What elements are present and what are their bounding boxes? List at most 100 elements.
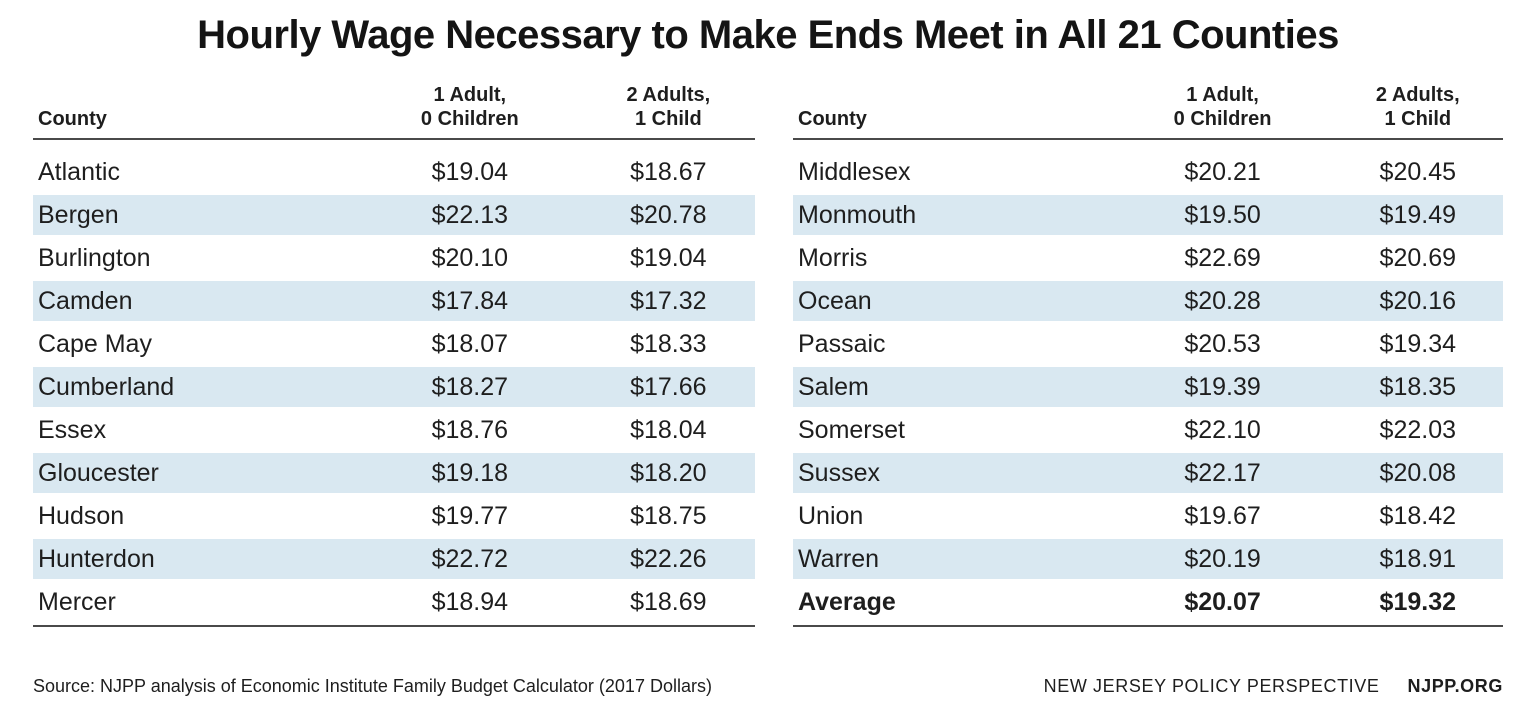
- wage-cell: $20.19: [1184, 544, 1261, 573]
- county-cell: Ocean: [798, 286, 872, 315]
- wage-cell: $18.20: [630, 458, 707, 487]
- wage-cell: $20.45: [1379, 157, 1457, 186]
- table-row: Hudson $19.77 $18.75: [33, 496, 755, 536]
- tables-container: County 1 Adult, 0 Children 2 Adults, 1 C…: [33, 83, 1503, 627]
- table-row: Sussex $22.17 $20.08: [793, 453, 1503, 493]
- wage-cell: $19.49: [1379, 200, 1457, 229]
- county-cell: Union: [798, 501, 864, 530]
- table-row: Gloucester $19.18 $18.20: [33, 453, 755, 493]
- wage-cell: $18.27: [431, 372, 509, 401]
- county-cell: Passaic: [798, 329, 886, 358]
- table-row: Cumberland $18.27 $17.66: [33, 367, 755, 407]
- wage-cell: $18.35: [1379, 372, 1457, 401]
- header-county: County: [798, 108, 867, 130]
- wage-cell: $19.77: [431, 501, 509, 530]
- wage-cell: $19.18: [431, 458, 509, 487]
- wage-cell: $18.75: [630, 501, 707, 530]
- wage-cell: $20.10: [431, 243, 509, 272]
- county-cell: Cape May: [38, 329, 152, 358]
- county-cell: Camden: [38, 286, 133, 315]
- county-cell: Mercer: [38, 587, 116, 616]
- wage-cell: $17.66: [630, 372, 707, 401]
- source-note: Source: NJPP analysis of Economic Instit…: [33, 676, 712, 696]
- wage-cell: $22.69: [1184, 243, 1261, 272]
- wage-cell: $17.84: [431, 286, 509, 315]
- wage-cell: $20.08: [1379, 458, 1457, 487]
- wage-cell: $18.91: [1379, 544, 1457, 573]
- wage-cell: $18.94: [431, 587, 509, 616]
- wage-cell: $19.50: [1184, 200, 1261, 229]
- wage-cell: $18.04: [630, 415, 707, 444]
- footer-branding: NEW JERSEY POLICY PERSPECTIVE NJPP.ORG: [1044, 676, 1503, 697]
- table-body: Middlesex $20.21 $20.45 Monmouth $19.50 $19.4…: [793, 152, 1503, 627]
- county-cell: Bergen: [38, 200, 119, 229]
- county-cell: Sussex: [798, 458, 880, 487]
- wage-cell: $20.78: [630, 200, 707, 229]
- county-cell: Somerset: [798, 415, 905, 444]
- county-cell: Hunterdon: [38, 544, 155, 573]
- wage-cell: $22.26: [630, 544, 707, 573]
- county-cell: Cumberland: [38, 372, 175, 401]
- county-cell: Atlantic: [38, 157, 120, 186]
- table-row: Mercer $18.94 $18.69: [33, 582, 755, 622]
- wage-cell: $22.17: [1184, 458, 1261, 487]
- county-cell: Middlesex: [798, 157, 911, 186]
- wage-cell: $22.03: [1379, 415, 1457, 444]
- table-row: Burlington $20.10 $19.04: [33, 238, 755, 278]
- wage-cell: $18.33: [630, 329, 707, 358]
- wage-cell: $22.13: [431, 200, 509, 229]
- table-row: Passaic $20.53 $19.34: [793, 324, 1503, 364]
- county-cell: Morris: [798, 243, 868, 272]
- wage-cell: $18.76: [431, 415, 509, 444]
- wage-cell: $18.07: [431, 329, 509, 358]
- county-cell: Hudson: [38, 501, 125, 530]
- table-row: Ocean $20.28 $20.16: [793, 281, 1503, 321]
- wage-cell: $22.72: [431, 544, 509, 573]
- org-website: NJPP.ORG: [1407, 676, 1503, 696]
- wage-cell: $19.34: [1379, 329, 1457, 358]
- county-cell: Burlington: [38, 243, 151, 272]
- wage-cell: $20.21: [1184, 157, 1261, 186]
- wage-cell: $17.32: [630, 286, 707, 315]
- footer: Source: NJPP analysis of Economic Instit…: [33, 676, 1503, 697]
- county-cell: Essex: [38, 415, 107, 444]
- wage-cell: $19.67: [1184, 501, 1261, 530]
- county-cell: Gloucester: [38, 458, 159, 487]
- county-cell: Salem: [798, 372, 869, 401]
- wage-cell: $20.07: [1184, 587, 1261, 616]
- wage-table-left: County 1 Adult, 0 Children 2 Adults, 1 C…: [33, 83, 755, 627]
- wage-table-right: County 1 Adult, 0 Children 2 Adults, 1 C…: [793, 83, 1503, 627]
- table-row: Middlesex $20.21 $20.45: [793, 152, 1503, 192]
- wage-cell: $22.10: [1184, 415, 1261, 444]
- table-row: Camden $17.84 $17.32: [33, 281, 755, 321]
- table-row: Union $19.67 $18.42: [793, 496, 1503, 536]
- header-2-adults-1-child: 2 Adults, 1 Child: [626, 84, 711, 130]
- wage-cell: $19.04: [630, 243, 707, 272]
- wage-cell: $20.28: [1184, 286, 1261, 315]
- county-cell: Warren: [798, 544, 880, 573]
- table-row: Salem $19.39 $18.35: [793, 367, 1503, 407]
- table-row: Monmouth $19.50 $19.49: [793, 195, 1503, 235]
- chart-title: Hourly Wage Necessary to Make Ends Meet …: [197, 13, 1339, 57]
- header-county: County: [38, 108, 107, 130]
- county-cell: Average: [798, 587, 896, 616]
- table-row: Bergen $22.13 $20.78: [33, 195, 755, 235]
- table-row: Warren $20.19 $18.91: [793, 539, 1503, 579]
- wage-cell: $20.16: [1379, 286, 1457, 315]
- table-row: Hunterdon $22.72 $22.26: [33, 539, 755, 579]
- wage-cell: $18.67: [630, 157, 707, 186]
- org-name: NEW JERSEY POLICY PERSPECTIVE: [1043, 676, 1380, 696]
- infographic-root: Hourly Wage Necessary to Make Ends Meet …: [0, 13, 1536, 697]
- wage-cell: $19.04: [431, 157, 509, 186]
- header-1-adult-0-children: 1 Adult, 0 Children: [420, 84, 519, 130]
- table-header: County 1 Adult, 0 Children 2 Adults, 1 C…: [793, 83, 1503, 140]
- wage-cell: $19.32: [1379, 587, 1457, 616]
- table-row: Average $20.07 $19.32: [793, 582, 1503, 622]
- table-row: Essex $18.76 $18.04: [33, 410, 755, 450]
- header-1-adult-0-children: 1 Adult, 0 Children: [1173, 84, 1272, 130]
- wage-cell: $18.69: [630, 587, 707, 616]
- wage-cell: $18.42: [1379, 501, 1457, 530]
- wage-cell: $19.39: [1184, 372, 1261, 401]
- table-row: Morris $22.69 $20.69: [793, 238, 1503, 278]
- county-cell: Monmouth: [798, 200, 917, 229]
